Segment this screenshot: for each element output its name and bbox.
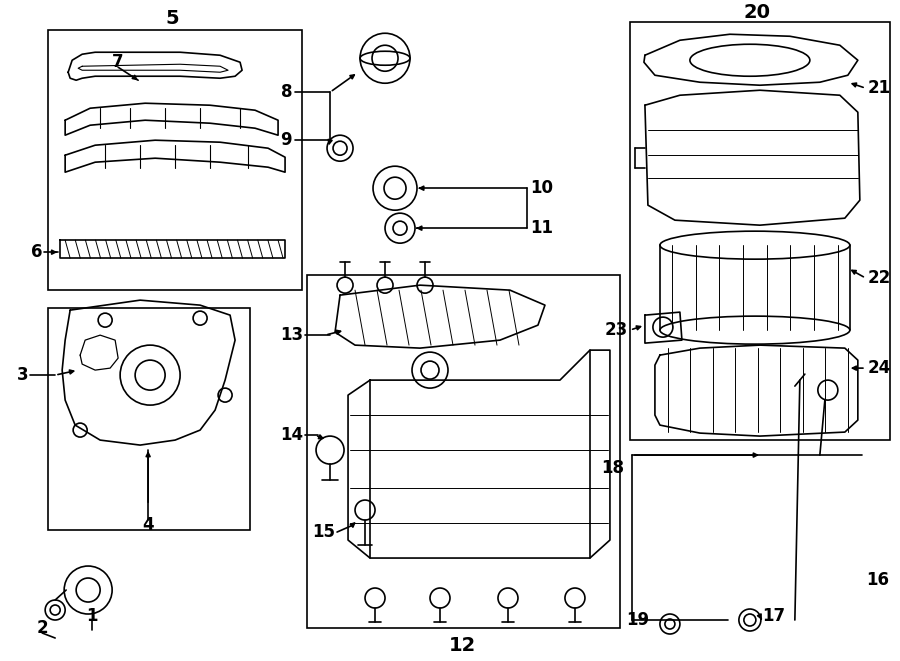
Text: 21: 21 (868, 79, 891, 97)
Bar (307, 275, 620, 628)
Text: 1: 1 (86, 607, 98, 625)
Text: 9: 9 (281, 131, 292, 149)
Text: 3: 3 (16, 366, 28, 384)
Text: 2: 2 (36, 619, 48, 637)
Text: 22: 22 (868, 269, 891, 287)
Text: 20: 20 (743, 3, 770, 22)
Text: 23: 23 (605, 321, 628, 339)
Bar (49, 308, 250, 530)
Text: 24: 24 (868, 359, 891, 377)
Text: 12: 12 (448, 635, 475, 654)
Text: 8: 8 (281, 83, 292, 101)
Text: 13: 13 (280, 326, 303, 344)
Text: 15: 15 (312, 523, 335, 541)
Text: 18: 18 (601, 459, 624, 477)
Bar (49, 30, 302, 290)
Text: 10: 10 (530, 179, 553, 197)
Text: 5: 5 (166, 9, 179, 28)
Bar (630, 22, 890, 440)
Text: 7: 7 (112, 54, 124, 71)
Text: 17: 17 (762, 607, 785, 625)
Text: 14: 14 (280, 426, 303, 444)
Text: 16: 16 (866, 571, 889, 589)
Text: 6: 6 (31, 243, 42, 261)
Text: 4: 4 (142, 516, 154, 534)
Text: 11: 11 (530, 219, 553, 237)
Text: 19: 19 (626, 611, 650, 629)
